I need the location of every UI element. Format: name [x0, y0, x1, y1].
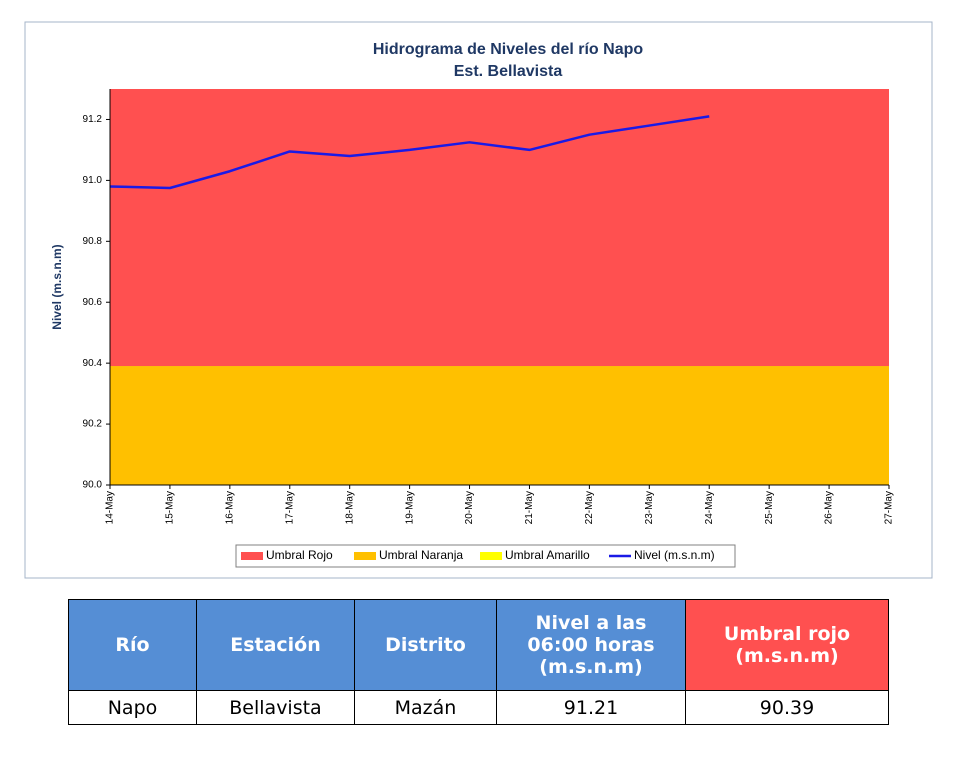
x-tick-label: 17-May [284, 491, 295, 524]
legend-label: Umbral Amarillo [505, 548, 590, 562]
y-axis-label: Nivel (m.s.n.m) [50, 244, 64, 329]
header-cell: Río [68, 599, 197, 691]
x-tick-label: 20-May [464, 491, 475, 524]
header-cell: Nivel a las 06:00 horas (m.s.n.m) [496, 599, 686, 691]
x-tick-label: 27-May [884, 491, 895, 524]
legend-swatch [241, 552, 263, 560]
y-tick-label: 90.2 [83, 419, 103, 430]
y-tick-label: 90.0 [83, 480, 103, 491]
x-tick-label: 23-May [644, 491, 655, 524]
x-tick-label: 22-May [584, 491, 595, 524]
cell: Napo [68, 690, 197, 725]
level-line [109, 115, 710, 190]
cell: Mazán [354, 690, 497, 725]
x-tick-label: 25-May [764, 491, 775, 524]
y-tick-label: 90.4 [83, 358, 103, 369]
cell: 91.21 [496, 690, 686, 725]
legend-swatch [480, 552, 502, 560]
legend-swatch [354, 552, 376, 560]
x-tick-label: 19-May [404, 491, 415, 524]
cell: 90.39 [685, 690, 889, 725]
header-cell: Umbral rojo (m.s.n.m) [685, 599, 889, 691]
x-tick-label: 15-May [165, 491, 176, 524]
chart-title: Hidrograma de Niveles del río Napo [373, 41, 644, 58]
summary-table: Río Estación Distrito Nivel a las 06:00 … [68, 599, 889, 725]
header-row: Río Estación Distrito Nivel a las 06:00 … [68, 599, 889, 691]
legend-label: Nivel (m.s.n.m) [634, 548, 715, 562]
x-tick-label: 21-May [524, 491, 535, 524]
x-tick-label: 14-May [105, 491, 116, 524]
header-cell: Estación [196, 599, 355, 691]
chart-subtitle: Est. Bellavista [454, 63, 563, 80]
cell: Bellavista [196, 690, 355, 725]
x-tick-label: 18-May [344, 491, 355, 524]
y-tick-label: 91.2 [83, 114, 103, 125]
y-tick-label: 90.6 [83, 297, 103, 308]
data-row: Napo Bellavista Mazán 91.21 90.39 [68, 690, 889, 725]
threshold-area [110, 366, 889, 485]
y-tick-label: 90.8 [83, 236, 103, 247]
y-tick-label: 91.0 [83, 175, 103, 186]
x-tick-label: 24-May [704, 491, 715, 524]
legend-label: Umbral Rojo [266, 548, 333, 562]
header-cell: Distrito [354, 599, 497, 691]
legend-label: Umbral Naranja [379, 548, 463, 562]
x-tick-label: 26-May [824, 491, 835, 524]
x-tick-label: 16-May [224, 491, 235, 524]
chart: Hidrograma de Niveles del río Napo Est. … [24, 21, 933, 579]
